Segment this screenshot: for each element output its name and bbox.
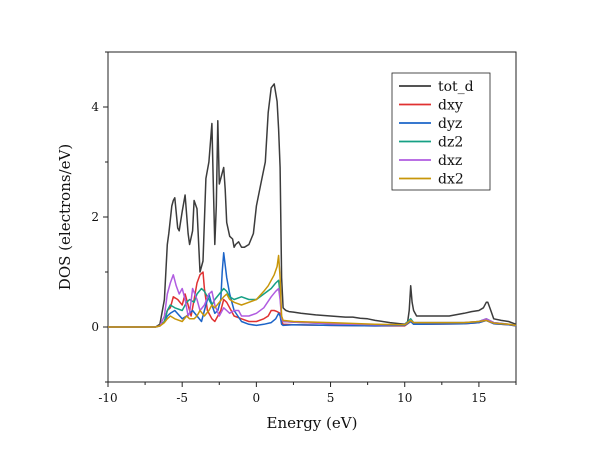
series-line-dxy (108, 271, 517, 328)
y-tick-label: 2 (91, 210, 99, 224)
x-tick-label: 10 (397, 391, 412, 405)
series-line-dx2 (108, 254, 517, 328)
series-line-dyz (108, 252, 517, 328)
x-tick-label: -5 (176, 391, 188, 405)
legend-label-dxz: dxz (438, 153, 462, 169)
x-tick-label: -10 (98, 391, 117, 405)
series-layer (108, 83, 517, 328)
legend-label-dxy: dxy (438, 98, 463, 114)
x-tick-label: 5 (327, 391, 335, 405)
legend-box (391, 72, 491, 191)
y-axis-ticks: 0 2 4 (91, 51, 108, 383)
x-tick-label: 0 (253, 391, 261, 405)
series-line-tot-d (108, 83, 517, 328)
x-tick-label: 15 (471, 391, 486, 405)
legend-label-dyz: dyz (438, 116, 462, 132)
x-axis-label: Energy (eV) (267, 414, 358, 432)
legend-label-tot-d: tot_d (438, 79, 474, 95)
y-tick-label: 4 (91, 100, 99, 114)
y-axis-label: DOS (electrons/eV) (56, 144, 74, 290)
y-tick-label: 0 (91, 320, 99, 334)
series-line-dxz (108, 274, 517, 328)
legend-label-dx2: dx2 (438, 172, 464, 188)
legend-label-dz2: dz2 (438, 135, 463, 151)
x-axis-ticks: -10 -5 0 5 10 15 (98, 382, 517, 405)
